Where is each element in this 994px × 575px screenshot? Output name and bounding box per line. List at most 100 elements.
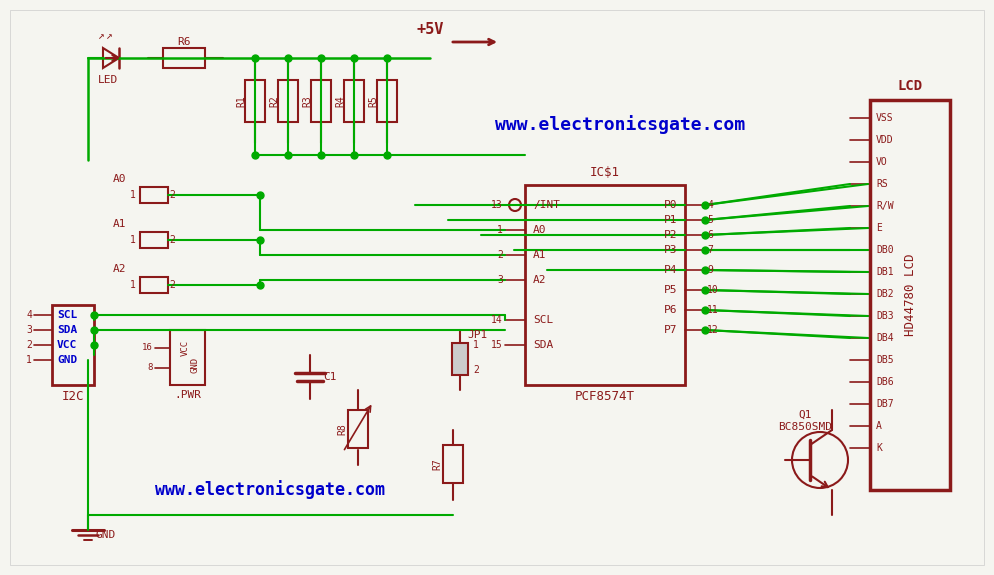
Text: 10: 10 [707, 285, 719, 295]
Text: 15: 15 [491, 340, 503, 350]
Text: 12: 12 [707, 325, 719, 335]
Text: A0: A0 [533, 225, 547, 235]
Text: 1: 1 [497, 225, 503, 235]
Text: PCF8574T: PCF8574T [575, 390, 635, 404]
Bar [52, 305, 94, 385]
Text: A0: A0 [113, 174, 127, 184]
Bar [311, 80, 331, 122]
Text: IC$1: IC$1 [590, 167, 620, 179]
Text: SCL: SCL [533, 315, 554, 325]
Text: SDA: SDA [533, 340, 554, 350]
Text: 5: 5 [707, 215, 713, 225]
Text: DB5: DB5 [876, 355, 894, 365]
Text: P3: P3 [664, 245, 677, 255]
Text: C1: C1 [323, 372, 337, 382]
Text: R/W: R/W [876, 201, 894, 211]
Text: 3: 3 [26, 325, 32, 335]
Text: A1: A1 [533, 250, 547, 260]
Text: R7: R7 [432, 458, 442, 470]
Text: 1: 1 [130, 280, 136, 290]
Bar [377, 80, 397, 122]
Text: VCC: VCC [181, 340, 190, 356]
Text: R1: R1 [236, 95, 246, 107]
Text: 2: 2 [169, 280, 175, 290]
Text: BC850SMD: BC850SMD [778, 422, 832, 432]
Text: DB7: DB7 [876, 399, 894, 409]
Text: 13: 13 [491, 200, 503, 210]
Bar [140, 232, 168, 248]
Text: www.electronicsgate.com: www.electronicsgate.com [155, 481, 385, 500]
Text: 8: 8 [148, 363, 153, 373]
Text: 1: 1 [26, 355, 32, 365]
Text: .PWR: .PWR [174, 390, 201, 400]
Text: E: E [876, 223, 882, 233]
Text: A: A [876, 421, 882, 431]
Bar [170, 330, 205, 385]
Text: A1: A1 [113, 219, 127, 229]
Text: GND: GND [191, 357, 200, 373]
Text: VDD: VDD [876, 135, 894, 145]
Text: 2: 2 [169, 235, 175, 245]
Text: R2: R2 [269, 95, 279, 107]
Text: Q1: Q1 [798, 410, 812, 420]
Text: R6: R6 [177, 37, 191, 47]
Bar [443, 445, 463, 483]
Text: GND: GND [96, 530, 116, 540]
Text: /INT: /INT [533, 200, 560, 210]
Text: P0: P0 [664, 200, 677, 210]
Text: DB0: DB0 [876, 245, 894, 255]
Bar [278, 80, 298, 122]
Text: P6: P6 [664, 305, 677, 315]
Text: 6: 6 [707, 230, 713, 240]
Text: GND: GND [57, 355, 78, 365]
Text: 9: 9 [707, 265, 713, 275]
Text: ↗: ↗ [105, 31, 112, 41]
Text: DB6: DB6 [876, 377, 894, 387]
Text: ↗: ↗ [97, 31, 104, 41]
Text: +5V: +5V [416, 22, 443, 37]
Text: I2C: I2C [62, 390, 84, 404]
Text: R5: R5 [368, 95, 378, 107]
Text: VSS: VSS [876, 113, 894, 123]
Text: DB4: DB4 [876, 333, 894, 343]
Text: www.electronicsgate.com: www.electronicsgate.com [495, 116, 746, 135]
Text: DB2: DB2 [876, 289, 894, 299]
Text: 4: 4 [707, 200, 713, 210]
Bar [163, 48, 205, 68]
Text: 2: 2 [473, 365, 479, 375]
Text: 4: 4 [26, 310, 32, 320]
Text: R3: R3 [302, 95, 312, 107]
Text: P4: P4 [664, 265, 677, 275]
Text: 11: 11 [707, 305, 719, 315]
Text: HD44780 LCD: HD44780 LCD [904, 254, 916, 336]
Text: 16: 16 [142, 343, 153, 352]
Text: R4: R4 [335, 95, 345, 107]
Text: A2: A2 [113, 264, 127, 274]
Text: P7: P7 [664, 325, 677, 335]
Text: RS: RS [876, 179, 888, 189]
Text: 14: 14 [491, 315, 503, 325]
Text: 7: 7 [707, 245, 713, 255]
Bar [344, 80, 364, 122]
Text: VCC: VCC [57, 340, 78, 350]
Text: 2: 2 [169, 190, 175, 200]
Bar [348, 410, 368, 448]
Text: 2: 2 [497, 250, 503, 260]
Text: K: K [876, 443, 882, 453]
Text: P2: P2 [664, 230, 677, 240]
Text: 3: 3 [497, 275, 503, 285]
Text: 1: 1 [130, 235, 136, 245]
Text: LED: LED [97, 75, 118, 85]
Bar [870, 100, 950, 490]
Text: 1: 1 [130, 190, 136, 200]
Text: VO: VO [876, 157, 888, 167]
Text: SDA: SDA [57, 325, 78, 335]
Text: R8: R8 [337, 423, 347, 435]
Text: A2: A2 [533, 275, 547, 285]
Text: SCL: SCL [57, 310, 78, 320]
Bar [525, 185, 685, 385]
Text: P1: P1 [664, 215, 677, 225]
Text: 2: 2 [26, 340, 32, 350]
Bar [140, 187, 168, 203]
Bar [245, 80, 265, 122]
